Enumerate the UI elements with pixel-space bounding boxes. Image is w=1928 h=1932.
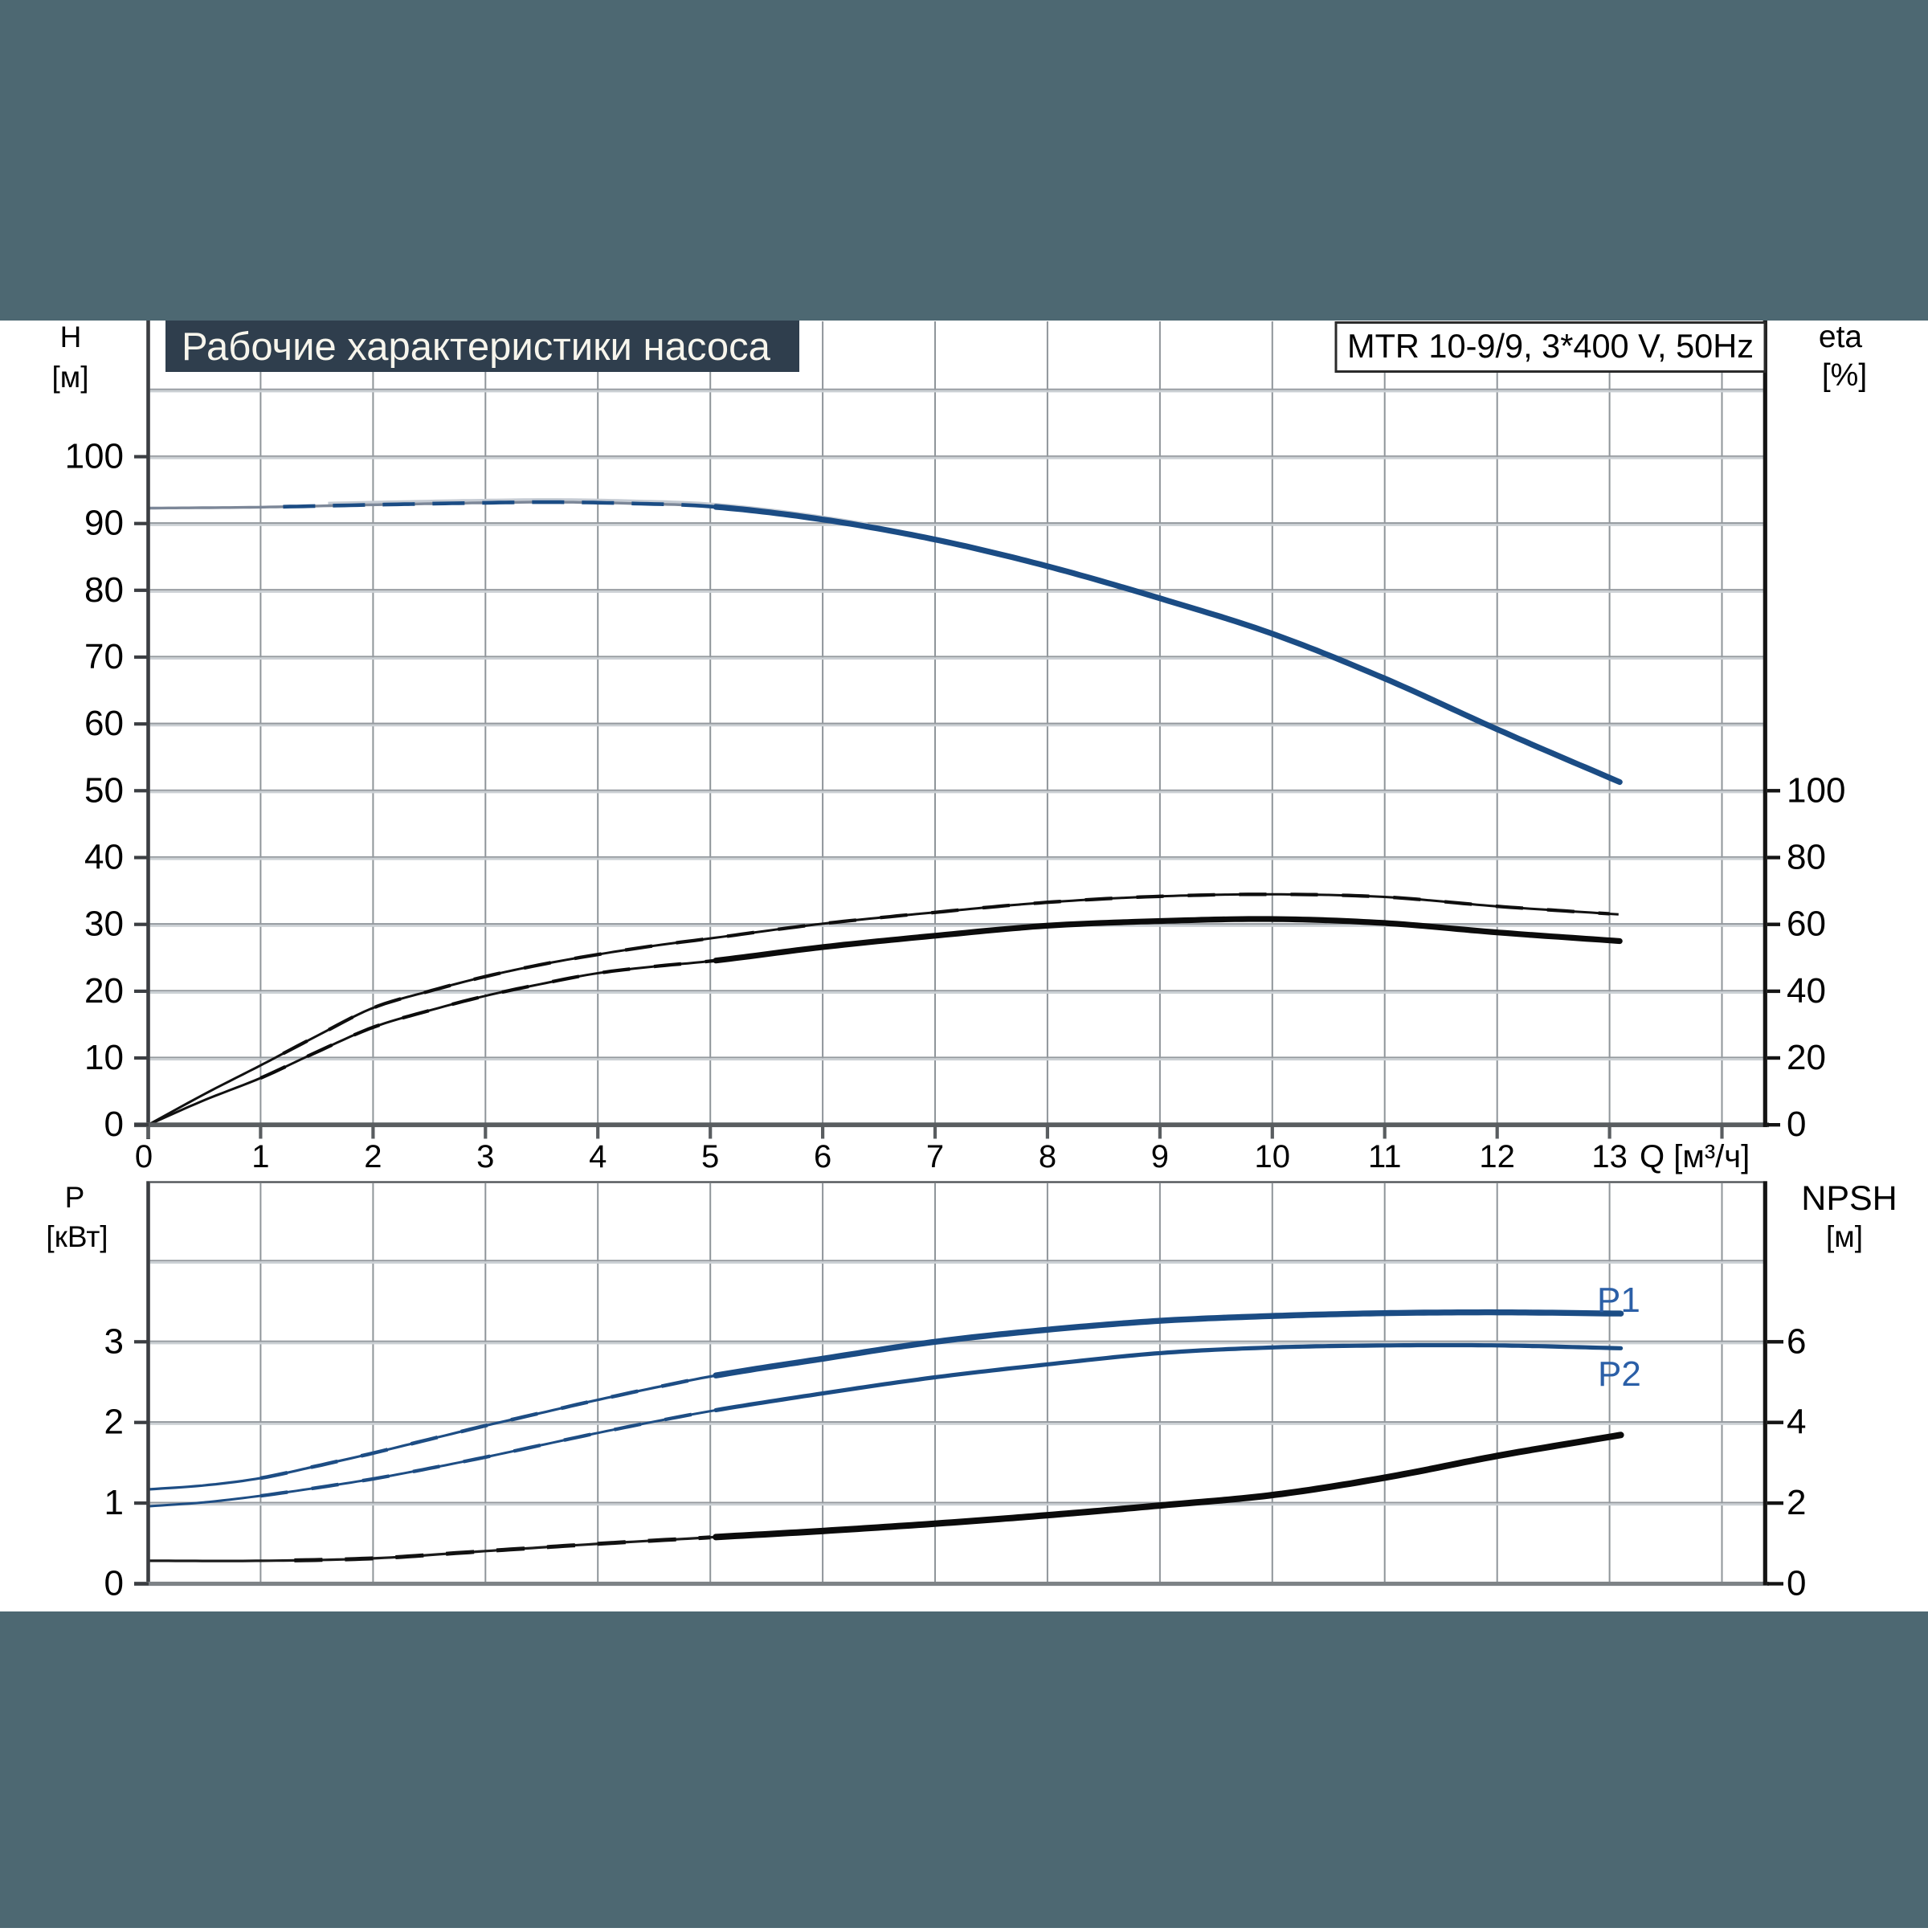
svg-text:50: 50 (84, 770, 124, 810)
svg-text:Рабочие характеристики насоса: Рабочие характеристики насоса (182, 325, 771, 369)
svg-text:90: 90 (84, 504, 124, 543)
svg-text:1: 1 (104, 1483, 124, 1522)
svg-text:0: 0 (104, 1105, 124, 1144)
svg-text:8: 8 (1039, 1139, 1056, 1174)
svg-text:100: 100 (65, 437, 124, 476)
svg-text:60: 60 (1787, 905, 1826, 944)
svg-text:0: 0 (1787, 1105, 1806, 1144)
svg-text:0: 0 (104, 1564, 124, 1603)
svg-text:eta: eta (1819, 320, 1863, 354)
svg-text:20: 20 (84, 971, 124, 1011)
svg-text:80: 80 (84, 570, 124, 610)
svg-text:H: H (60, 321, 82, 353)
svg-text:0: 0 (135, 1139, 153, 1174)
svg-text:0: 0 (1787, 1564, 1806, 1603)
svg-text:2: 2 (1787, 1483, 1806, 1522)
svg-text:Q [м³/ч]: Q [м³/ч] (1640, 1139, 1750, 1174)
svg-text:70: 70 (84, 637, 124, 676)
svg-text:4: 4 (589, 1139, 607, 1174)
svg-text:20: 20 (1787, 1038, 1826, 1077)
svg-text:2: 2 (364, 1139, 382, 1174)
svg-text:[кВт]: [кВт] (46, 1220, 108, 1253)
svg-text:10: 10 (84, 1038, 124, 1077)
svg-text:40: 40 (84, 838, 124, 877)
svg-text:80: 80 (1787, 838, 1826, 877)
svg-text:4: 4 (1787, 1403, 1806, 1442)
svg-text:13: 13 (1591, 1139, 1628, 1174)
svg-text:2: 2 (104, 1403, 124, 1442)
svg-text:[м]: [м] (1826, 1220, 1863, 1253)
svg-text:P2: P2 (1598, 1354, 1641, 1394)
svg-text:6: 6 (814, 1139, 831, 1174)
svg-text:6: 6 (1787, 1321, 1806, 1361)
svg-text:30: 30 (84, 905, 124, 944)
svg-text:3: 3 (476, 1139, 494, 1174)
svg-text:3: 3 (104, 1321, 124, 1361)
svg-text:1: 1 (251, 1139, 269, 1174)
svg-text:7: 7 (926, 1139, 944, 1174)
svg-text:60: 60 (84, 704, 124, 743)
svg-text:P: P (65, 1181, 85, 1214)
svg-text:NPSH: NPSH (1801, 1179, 1897, 1218)
svg-text:9: 9 (1151, 1139, 1169, 1174)
svg-text:[%]: [%] (1822, 358, 1867, 393)
svg-text:MTR 10-9/9, 3*400 V, 50Hz: MTR 10-9/9, 3*400 V, 50Hz (1347, 327, 1754, 365)
svg-text:10: 10 (1255, 1139, 1291, 1174)
svg-text:100: 100 (1787, 770, 1845, 810)
svg-text:11: 11 (1368, 1139, 1402, 1174)
svg-text:12: 12 (1479, 1139, 1515, 1174)
svg-text:[м]: [м] (52, 361, 89, 394)
svg-text:40: 40 (1787, 971, 1826, 1011)
svg-text:P1: P1 (1597, 1281, 1640, 1320)
svg-text:5: 5 (701, 1139, 719, 1174)
